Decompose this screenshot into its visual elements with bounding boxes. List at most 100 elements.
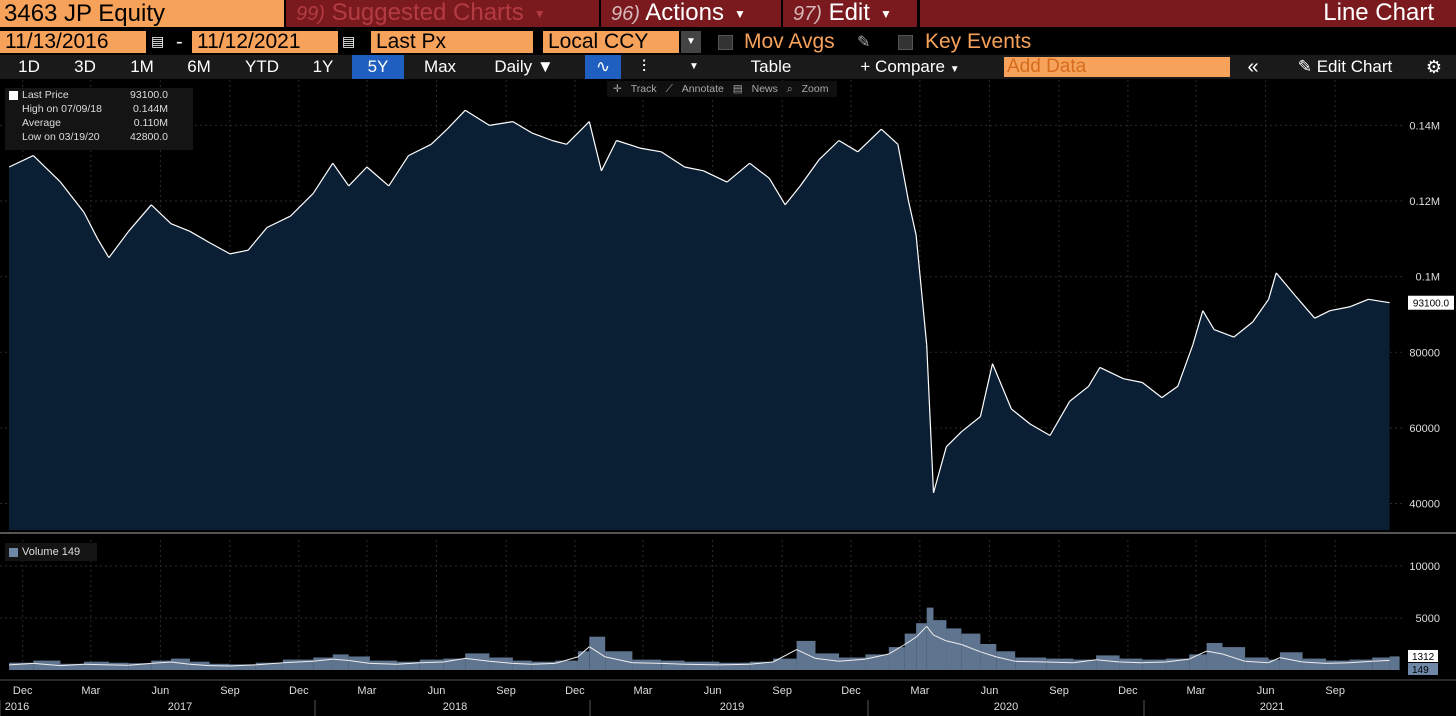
volume-bar (961, 633, 981, 670)
gear-icon[interactable]: ⚙ (1425, 57, 1443, 77)
annotate-tool[interactable]: ⟋ Annotate (665, 83, 724, 95)
series-swatch (9, 547, 18, 557)
range-5y-button[interactable]: 5Y (352, 55, 404, 79)
volume-average-segment (1206, 650, 1223, 655)
range-3d-button[interactable]: 3D (74, 57, 96, 76)
volume-average-segment (1372, 659, 1390, 662)
range-1y-button[interactable]: 1Y (312, 57, 334, 76)
track-label: Track (630, 83, 657, 95)
line-chart-icon[interactable]: ∿ (585, 55, 621, 79)
table-button[interactable]: Table (750, 57, 792, 76)
end-date-field[interactable]: 11/12/2021 (192, 31, 338, 53)
window-title: Line Chart (920, 0, 1456, 27)
volume-value: 149 (61, 546, 81, 558)
volume-bar (1119, 658, 1143, 670)
volume-average-segment (904, 636, 917, 645)
price-volume-chart[interactable]: 40000 60000 80000 0.1M 0.12M 0.14M 5000 10000 93… (0, 80, 1456, 716)
x-tick-label: Dec (289, 685, 309, 697)
news-tool[interactable]: ▤ News (732, 83, 778, 95)
menu-label: Actions (645, 0, 724, 26)
currency-select[interactable]: Local CCY (543, 31, 679, 53)
y-tick-label: 0.1M (1416, 272, 1440, 284)
current-volume-tag (1408, 663, 1438, 675)
range-max-button[interactable]: Max (423, 57, 457, 76)
price-line-segment (8, 155, 34, 168)
edit-menu[interactable]: 97) Edit ▼ (783, 0, 917, 27)
price-line-segment (588, 121, 602, 171)
volume-average-segment (796, 649, 816, 659)
volume-bar (1268, 659, 1280, 670)
volume-bar (1189, 654, 1207, 670)
price-line-segment (332, 162, 350, 187)
volume-average-segment (348, 660, 370, 664)
price-line-segment (430, 128, 448, 145)
caret-down-icon: ▼ (949, 64, 960, 75)
range-1m-button[interactable]: 1M (130, 57, 154, 76)
volume-bar (348, 656, 370, 670)
volume-bar (128, 663, 152, 670)
range-6m-button[interactable]: 6M (187, 57, 211, 76)
pencil-icon[interactable]: ✎ (857, 34, 871, 51)
zoom-tool[interactable]: ⌕ Zoom (786, 83, 829, 95)
range-1d-button[interactable]: 1D (18, 57, 40, 76)
y-tick-label: 0.14M (1409, 120, 1440, 132)
volume-average-segment (815, 657, 839, 662)
edit-chart-button[interactable]: ✎ Edit Chart (1276, 55, 1414, 79)
price-legend: Last Price 93100.0 High on 07/09/18 0.144M… (5, 88, 193, 150)
caret-down-icon: ▼ (536, 57, 554, 76)
caret-down-icon: ▼ (533, 6, 546, 21)
volume-bar (1302, 658, 1327, 670)
volume-bar (465, 653, 490, 670)
range-ytd-button[interactable]: YTD (245, 57, 279, 76)
compare-button[interactable]: + Compare ▼ (836, 55, 984, 79)
bar-chart-icon[interactable]: ⫶ (641, 57, 647, 76)
volume-bar (555, 660, 578, 670)
legend-label: Last Price (22, 89, 69, 101)
actions-menu[interactable]: 96) Actions ▼ (601, 0, 781, 27)
chart-area[interactable]: 40000 60000 80000 0.1M 0.12M 0.14M 5000 10000 93… (0, 80, 1456, 716)
price-line-segment (726, 162, 751, 183)
price-line-segment (1294, 295, 1316, 319)
calendar-icon[interactable]: ▤ (151, 33, 165, 49)
chevron-down-icon[interactable]: ▼ (689, 61, 699, 72)
legend-value: 0.144M (132, 103, 168, 115)
track-tool[interactable]: ✛ Track (613, 83, 657, 95)
price-line-segment (348, 166, 368, 187)
volume-label: Volume (22, 546, 59, 558)
y-tick-label: 80000 (1409, 347, 1440, 359)
compare-label: Compare (875, 57, 945, 76)
x-tick-label: Sep (772, 685, 792, 697)
volume-average-segment (589, 646, 606, 658)
x-tick-label: Mar (357, 685, 376, 697)
volume-average-segment (83, 663, 109, 666)
suggested-charts-menu[interactable]: 99) Suggested Charts ▼ (286, 0, 599, 27)
volume-bar (684, 661, 720, 670)
x-tick-label: Sep (1325, 685, 1345, 697)
volume-average-segment (772, 649, 797, 663)
key-events-checkbox[interactable] (898, 35, 913, 50)
price-line-segment (1099, 366, 1124, 380)
price-line-segment (1029, 423, 1051, 437)
mov-avgs-checkbox[interactable] (718, 35, 733, 50)
collapse-icon[interactable]: « (1247, 56, 1259, 78)
x-tick-label: Sep (220, 685, 240, 697)
start-date-field[interactable]: 11/13/2016 (0, 31, 146, 53)
calendar-icon[interactable]: ▤ (342, 33, 356, 49)
x-tick-label: Dec (841, 685, 861, 697)
frequency-select[interactable]: Daily ▼ (476, 55, 572, 79)
add-data-input[interactable]: Add Data (1004, 57, 1230, 77)
date-separator: - (176, 31, 183, 53)
price-field-select[interactable]: Last Px (371, 31, 533, 53)
volume-average-segment (1188, 650, 1207, 660)
volume-bar (796, 640, 816, 670)
price-line-segment (932, 446, 947, 494)
ticker-field[interactable]: 3463 JP Equity (0, 0, 284, 27)
price-line-segment (1202, 310, 1215, 330)
volume-average-segment (996, 656, 1016, 662)
price-line-segment (531, 132, 553, 142)
volume-bar (60, 663, 84, 670)
chevron-down-icon[interactable]: ▼ (681, 31, 701, 53)
volume-average-segment (1015, 660, 1047, 663)
x-tick-label: Mar (634, 685, 653, 697)
x-tick-label: Jun (428, 685, 446, 697)
